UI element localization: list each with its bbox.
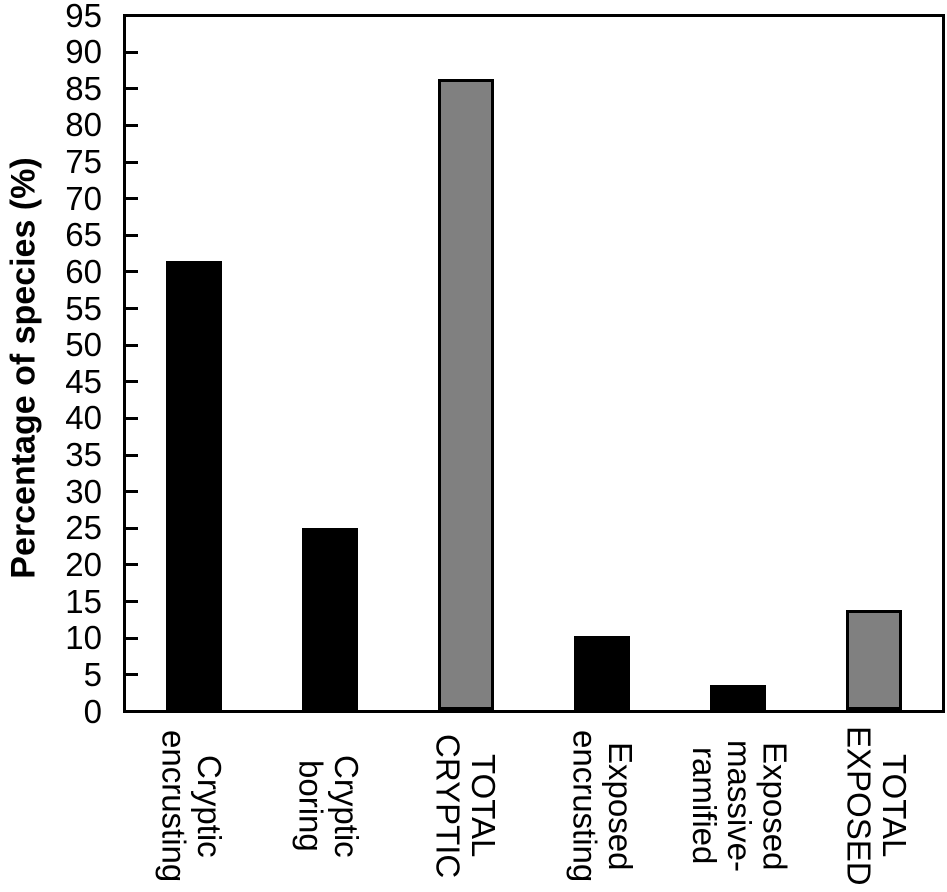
x-tick-label-2: TOTAL CRYPTIC	[429, 733, 502, 879]
y-tick-label-45: 45	[65, 362, 102, 400]
y-tick-label-50: 50	[65, 326, 102, 364]
y-tick-label-25: 25	[65, 509, 102, 547]
y-tick-label-15: 15	[65, 582, 102, 620]
y-tick-mark-80	[126, 123, 138, 127]
bar-2	[438, 79, 494, 710]
y-tick-mark-50	[126, 343, 138, 347]
y-tick-mark-5	[126, 673, 138, 677]
y-tick-mark-20	[126, 563, 138, 567]
y-tick-label-40: 40	[65, 399, 102, 437]
y-tick-mark-60	[126, 270, 138, 274]
y-tick-mark-95	[126, 14, 138, 17]
y-tick-label-60: 60	[65, 252, 102, 290]
y-tick-mark-35	[126, 453, 138, 457]
y-tick-label-55: 55	[65, 289, 102, 327]
y-tick-label-35: 35	[65, 436, 102, 474]
y-tick-mark-30	[126, 490, 138, 494]
y-tick-label-75: 75	[65, 143, 102, 181]
y-tick-label-65: 65	[65, 216, 102, 254]
y-tick-label-70: 70	[65, 179, 102, 217]
y-tick-mark-85	[126, 87, 138, 91]
y-tick-mark-75	[126, 160, 138, 164]
bar-1	[302, 527, 358, 710]
y-tick-mark-25	[126, 526, 138, 530]
x-tick-label-0: Cryptic encrusting	[155, 729, 228, 883]
y-tick-mark-40	[126, 416, 138, 420]
y-tick-mark-0	[126, 710, 138, 713]
y-tick-label-20: 20	[65, 545, 102, 583]
x-tick-label-1: Cryptic boring	[292, 754, 365, 858]
y-tick-label-80: 80	[65, 106, 102, 144]
x-tick-label-5: TOTAL EXPOSED	[840, 726, 913, 886]
y-tick-label-30: 30	[65, 472, 102, 510]
y-tick-label-95: 95	[65, 0, 102, 34]
y-tick-mark-10	[126, 636, 138, 640]
y-tick-mark-65	[126, 233, 138, 237]
bar-3	[574, 635, 630, 710]
y-tick-label-85: 85	[65, 69, 102, 107]
y-tick-mark-55	[126, 307, 138, 311]
plot-area	[123, 14, 945, 713]
y-tick-mark-70	[126, 197, 138, 201]
y-tick-mark-15	[126, 600, 138, 604]
x-tick-label-3: Exposed encrusting	[566, 729, 639, 883]
y-tick-label-90: 90	[65, 33, 102, 71]
y-tick-label-5: 5	[83, 655, 102, 693]
bar-4	[710, 685, 766, 710]
x-tick-label-4: Exposed massive- ramified	[685, 739, 794, 873]
bar-0	[166, 261, 222, 710]
y-tick-label-10: 10	[65, 619, 102, 657]
bar-5	[846, 610, 902, 710]
y-tick-mark-90	[126, 50, 138, 54]
y-tick-label-0: 0	[83, 692, 102, 730]
y-tick-mark-45	[126, 380, 138, 384]
